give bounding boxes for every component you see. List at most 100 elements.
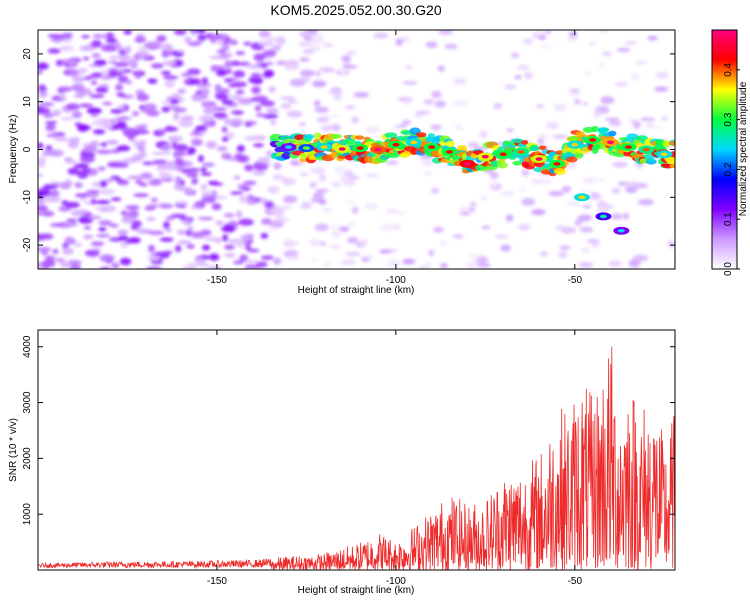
heatmap-noise-layer (38, 30, 675, 269)
heatmap-cell (123, 30, 132, 35)
heatmap-cell (96, 233, 111, 238)
heatmap-cell (249, 97, 258, 102)
heatmap-cell (131, 110, 140, 117)
heatmap-cell (523, 37, 534, 45)
heatmap-cell (83, 145, 98, 154)
heatmap-cell (345, 252, 361, 257)
heatmap-cell (111, 262, 120, 269)
heatmap-cell (195, 125, 207, 132)
heatmap-cell (320, 124, 334, 132)
heatmap-cell (593, 110, 601, 118)
heatmap-cell (167, 135, 183, 142)
heatmap-cell (260, 232, 269, 239)
heatmap-cell (481, 225, 491, 230)
heatmap-cell (253, 53, 266, 62)
heatmap-cell (79, 156, 95, 163)
heatmap-peak-core (356, 146, 364, 150)
heatmap-cell (116, 145, 131, 152)
heatmap-cell (165, 227, 173, 233)
heatmap-cell (302, 201, 311, 207)
heatmap-cell (439, 30, 453, 34)
heatmap-cell (591, 240, 600, 248)
heatmap-cell (600, 96, 615, 105)
heatmap-cell (135, 179, 144, 185)
heatmap-cell (254, 104, 262, 112)
heatmap-cell (216, 39, 224, 46)
heatmap-cell (147, 244, 155, 253)
heatmap-cell (87, 215, 102, 220)
heatmap-cell (557, 251, 568, 259)
heatmap-cell (148, 230, 165, 236)
heatmap-cell (466, 260, 478, 269)
heatmap-cell (328, 90, 343, 95)
heatmap-ridge-cell (645, 157, 656, 163)
heatmap-cell (260, 100, 275, 107)
heatmap-cell (334, 165, 346, 174)
heatmap-ridge-cell (354, 135, 365, 140)
heatmap-cell (38, 84, 46, 91)
heatmap-cell (57, 38, 73, 42)
heatmap-cell (38, 142, 44, 149)
heatmap-cell (95, 86, 109, 94)
heatmap-cell (331, 181, 342, 188)
heatmap-cell (246, 199, 258, 205)
heatmap-cell (41, 250, 49, 256)
heatmap-cell (205, 141, 218, 149)
heatmap-peak-core (589, 138, 597, 142)
heatmap-cell (244, 259, 260, 264)
heatmap-cell (299, 69, 315, 77)
heatmap-cell (402, 258, 416, 265)
heatmap-cell (197, 154, 205, 163)
heatmap-cell (62, 243, 69, 249)
heatmap-cell (351, 116, 359, 124)
colorbar-label: Normalized spectral amplitude (738, 81, 749, 216)
heatmap-cell (38, 205, 49, 212)
heatmap-cell (118, 235, 129, 242)
heatmap-cell (110, 108, 123, 114)
heatmap-cell (186, 150, 194, 156)
heatmap-cell (46, 133, 61, 138)
heatmap-cell (469, 254, 481, 260)
heatmap-cell (105, 178, 115, 183)
heatmap-cell (432, 226, 444, 233)
heatmap-y-tick-label: 10 (22, 96, 33, 108)
heatmap-cell (273, 44, 282, 48)
heatmap-cell (79, 151, 96, 159)
snr-y-tick-label: 2000 (22, 447, 33, 470)
heatmap-cell (90, 241, 105, 247)
heatmap-cell (142, 103, 157, 112)
heatmap-ridge-cell (538, 145, 547, 151)
heatmap-cell (392, 125, 401, 129)
heatmap-ridge-cell (384, 132, 398, 139)
heatmap-cell (54, 137, 70, 142)
heatmap-cell (91, 39, 102, 48)
heatmap-peak-core (481, 154, 489, 159)
snr-y-ticks: 1000 2000 3000 4000 (22, 335, 675, 525)
heatmap-cell (459, 212, 471, 216)
heatmap-cell (239, 254, 249, 262)
heatmap-cell (430, 124, 442, 131)
heatmap-cell (96, 149, 112, 155)
heatmap-cell (106, 32, 114, 38)
heatmap-cell (500, 244, 511, 252)
heatmap-cell (365, 202, 378, 210)
heatmap-cell (45, 121, 58, 125)
heatmap-cell (573, 98, 581, 105)
heatmap-peak-core (571, 142, 579, 147)
heatmap-cell (251, 73, 260, 77)
heatmap-cell (271, 221, 281, 227)
heatmap-cell (105, 140, 120, 145)
heatmap-peak-core (517, 150, 525, 154)
heatmap-cell (105, 38, 117, 43)
heatmap-cell (178, 119, 194, 128)
heatmap-cell (135, 33, 146, 38)
heatmap-cell (61, 116, 74, 121)
heatmap-cell (171, 144, 188, 151)
heatmap-cell (125, 205, 140, 210)
heatmap-cell (187, 226, 194, 231)
heatmap-cell (548, 190, 565, 197)
heatmap-cell (266, 36, 279, 41)
heatmap-cell (312, 182, 320, 186)
heatmap-cell (139, 183, 148, 187)
